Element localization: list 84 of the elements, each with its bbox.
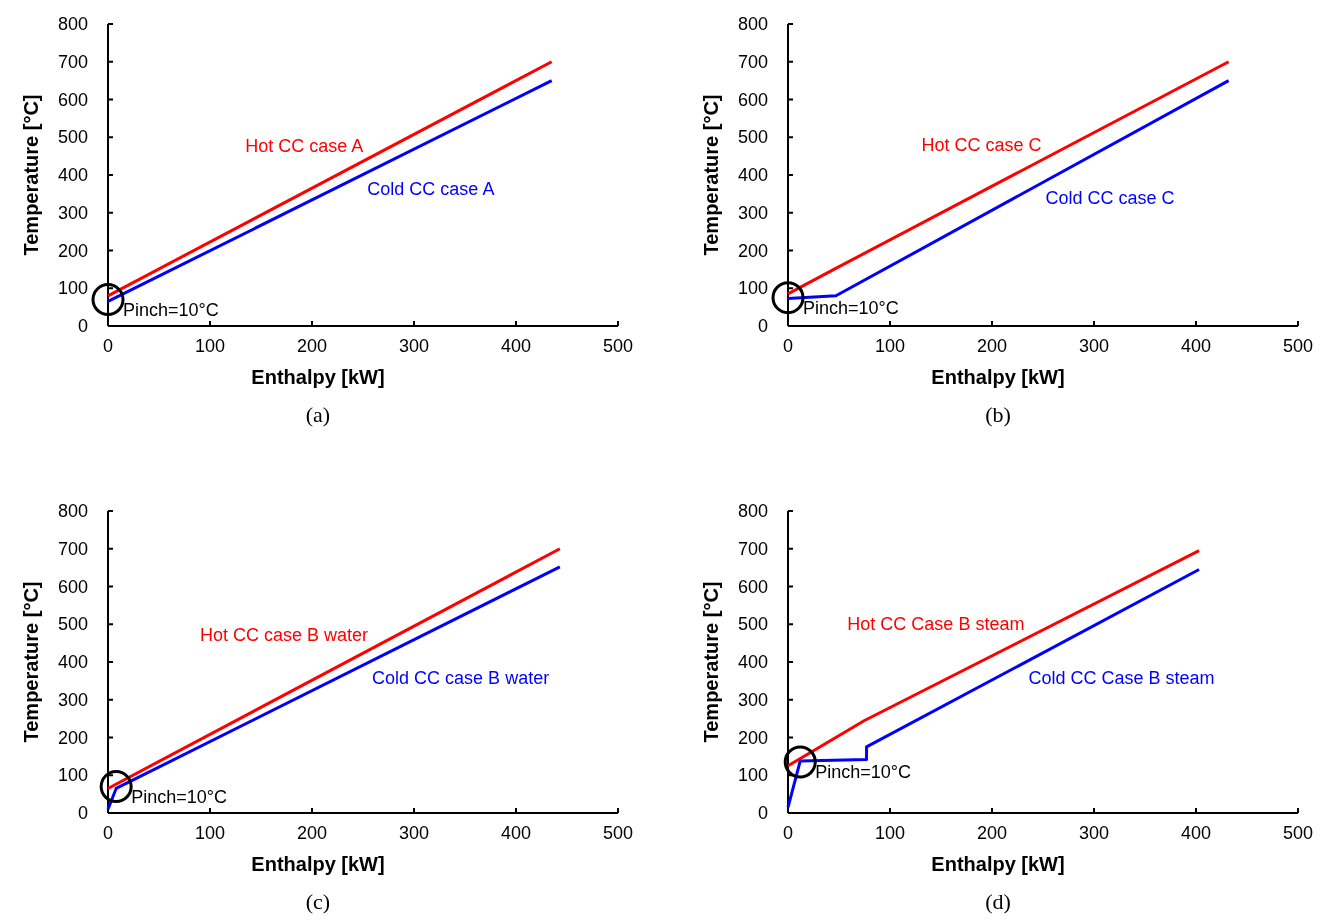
series-label: Cold CC case A bbox=[367, 179, 495, 200]
y-tick-label: 600 bbox=[737, 576, 768, 597]
y-tick-label: 200 bbox=[57, 727, 88, 748]
annotation: Pinch=10°C bbox=[131, 786, 227, 807]
y-tick-label: 500 bbox=[57, 127, 88, 148]
series-label: Hot CC case C bbox=[921, 135, 1042, 156]
x-tick-label: 200 bbox=[296, 336, 328, 356]
x-tick-label: 500 bbox=[602, 336, 634, 356]
y-tick-label: 500 bbox=[737, 614, 768, 635]
y-axis-title: Temperature [°C] bbox=[700, 581, 722, 743]
x-tick-label: 400 bbox=[500, 336, 532, 356]
x-tick-label: 400 bbox=[500, 823, 532, 843]
y-tick-label: 300 bbox=[737, 689, 768, 710]
y-tick-label: 600 bbox=[737, 89, 768, 110]
x-tick-label: 0 bbox=[782, 823, 794, 843]
x-tick-label: 100 bbox=[194, 823, 226, 843]
x-tick-label: 500 bbox=[1282, 823, 1314, 843]
text: (a) bbox=[305, 402, 331, 427]
y-tick-label: 300 bbox=[57, 689, 88, 710]
x-axis-title: Enthalpy [kW] bbox=[931, 853, 1065, 875]
x-tick-label: 100 bbox=[194, 336, 226, 356]
x-axis-title: Enthalpy [kW] bbox=[931, 366, 1065, 388]
y-tick-label: 0 bbox=[77, 803, 88, 823]
series-label: Cold CC case B water bbox=[372, 667, 550, 688]
text: (c) bbox=[305, 889, 331, 914]
y-tick-label: 100 bbox=[57, 765, 88, 786]
series-label: Cold CC case C bbox=[1045, 188, 1175, 209]
y-tick-label: 700 bbox=[737, 538, 768, 559]
y-tick-label: 800 bbox=[737, 14, 768, 34]
y-tick-label: 400 bbox=[57, 165, 88, 185]
y-axis-title: Temperature [°C] bbox=[20, 94, 42, 256]
x-tick-label: 500 bbox=[602, 823, 634, 843]
y-tick-label: 100 bbox=[57, 278, 88, 299]
series-label: Cold CC Case B steam bbox=[1028, 667, 1215, 688]
y-tick-label: 400 bbox=[737, 652, 768, 672]
annotation: Pinch=10°C bbox=[123, 299, 219, 320]
y-tick-label: 400 bbox=[57, 652, 88, 672]
y-tick-label: 800 bbox=[57, 14, 88, 34]
y-tick-label: 800 bbox=[57, 501, 88, 521]
y-tick-label: 0 bbox=[757, 316, 768, 336]
x-tick-label: 400 bbox=[1180, 823, 1212, 843]
y-tick-label: 0 bbox=[757, 803, 768, 823]
y-tick-label: 700 bbox=[737, 51, 768, 72]
y-tick-label: 400 bbox=[737, 165, 768, 185]
x-tick-label: 0 bbox=[102, 823, 114, 843]
text: (d) bbox=[985, 889, 1011, 914]
y-tick-label: 500 bbox=[737, 127, 768, 148]
series-label: Hot CC case B water bbox=[200, 625, 369, 646]
y-tick-label: 200 bbox=[737, 240, 768, 261]
y-tick-label: 200 bbox=[57, 240, 88, 261]
y-tick-label: 300 bbox=[737, 202, 768, 223]
y-tick-label: 200 bbox=[737, 727, 768, 748]
series-label: Hot CC Case B steam bbox=[847, 614, 1025, 635]
annotation: Pinch=10°C bbox=[815, 762, 912, 783]
y-tick-label: 300 bbox=[57, 202, 88, 223]
y-tick-label: 100 bbox=[737, 765, 768, 786]
x-tick-label: 0 bbox=[102, 336, 114, 356]
x-tick-label: 0 bbox=[782, 336, 794, 356]
y-tick-label: 500 bbox=[57, 614, 88, 635]
y-tick-label: 0 bbox=[77, 316, 88, 336]
y-tick-label: 600 bbox=[57, 576, 88, 597]
text: (b) bbox=[985, 402, 1011, 427]
x-axis-title: Enthalpy [kW] bbox=[251, 366, 385, 388]
x-tick-label: 500 bbox=[1282, 336, 1314, 356]
x-tick-label: 200 bbox=[296, 823, 328, 843]
x-tick-label: 300 bbox=[1078, 336, 1110, 356]
y-axis-title: Temperature [°C] bbox=[20, 581, 42, 743]
x-tick-label: 400 bbox=[1180, 336, 1212, 356]
y-tick-label: 100 bbox=[737, 278, 768, 299]
x-tick-label: 300 bbox=[398, 336, 430, 356]
series-label: Hot CC case A bbox=[245, 136, 364, 157]
x-tick-label: 300 bbox=[1078, 823, 1110, 843]
x-tick-label: 200 bbox=[976, 823, 1008, 843]
x-axis-title: Enthalpy [kW] bbox=[251, 853, 385, 875]
annotation: Pinch=10°C bbox=[803, 297, 899, 318]
x-tick-label: 100 bbox=[874, 336, 906, 356]
y-tick-label: 800 bbox=[737, 501, 768, 521]
y-tick-label: 700 bbox=[57, 538, 88, 559]
x-tick-label: 300 bbox=[398, 823, 430, 843]
y-tick-label: 700 bbox=[57, 51, 88, 72]
x-tick-label: 200 bbox=[976, 336, 1008, 356]
y-tick-label: 600 bbox=[57, 89, 88, 110]
y-axis-title: Temperature [°C] bbox=[700, 94, 722, 256]
x-tick-label: 100 bbox=[874, 823, 906, 843]
